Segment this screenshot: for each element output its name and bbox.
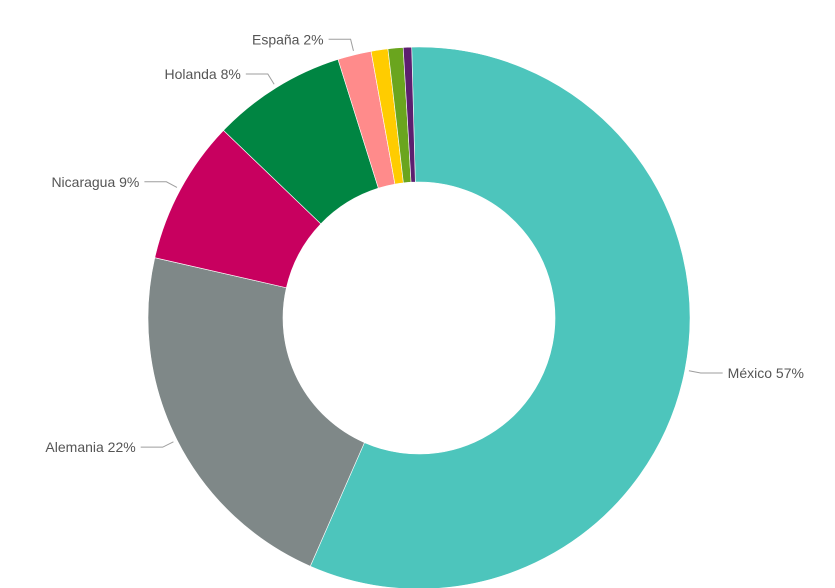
slice-label-holanda: Holanda 8% bbox=[165, 66, 241, 82]
slice-label-mexico: México 57% bbox=[728, 365, 804, 381]
leader-line-holanda bbox=[245, 73, 275, 85]
leader-line-mexico bbox=[688, 370, 723, 374]
slices-layer bbox=[147, 46, 691, 588]
slice-label-nicaragua: Nicaragua 9% bbox=[51, 174, 139, 190]
slice-label-espana: España 2% bbox=[252, 31, 324, 47]
slice-minor-3[interactable] bbox=[402, 46, 416, 183]
slice-label-alemania: Alemania 22% bbox=[45, 439, 135, 455]
leader-lines-layer bbox=[140, 38, 723, 448]
slice-alemania[interactable] bbox=[147, 257, 365, 567]
slice-mexico[interactable] bbox=[309, 46, 691, 588]
leader-line-nicaragua bbox=[144, 181, 178, 188]
leader-line-espana bbox=[328, 38, 354, 52]
labels-layer: México 57% Alemania 22% Nicaragua 9% Holand… bbox=[45, 31, 804, 455]
leader-line-alemania bbox=[140, 441, 174, 448]
